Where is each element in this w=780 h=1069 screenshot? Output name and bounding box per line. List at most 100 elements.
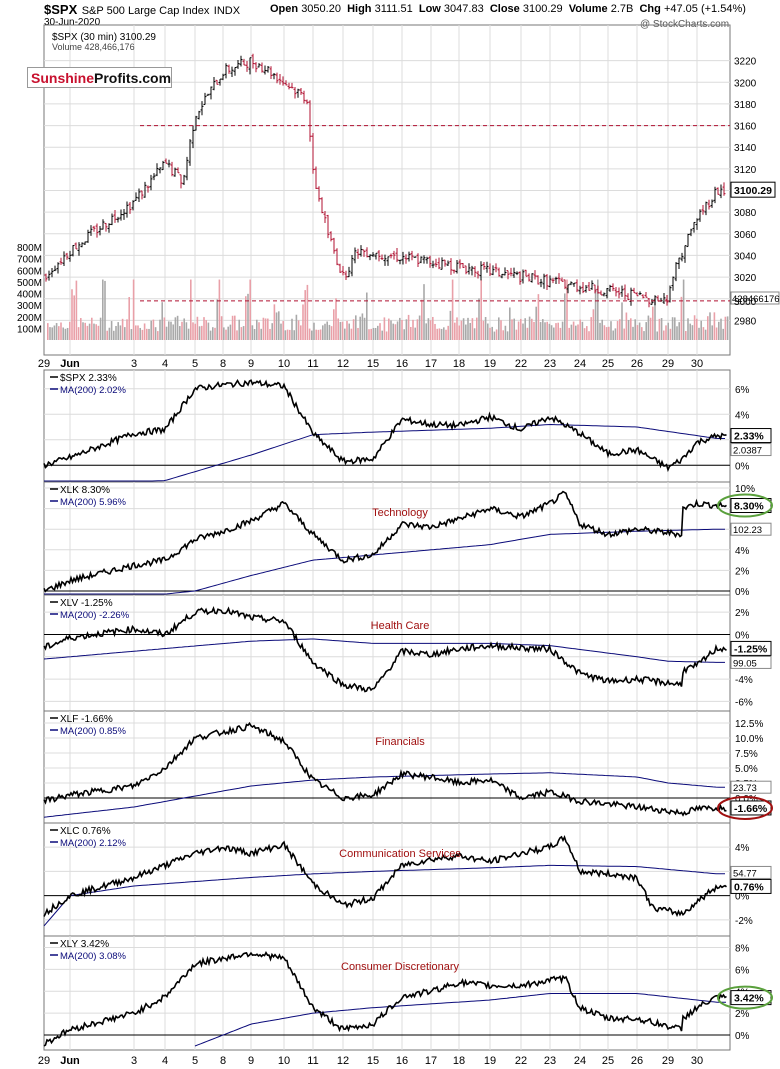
exchange: INDX bbox=[213, 5, 241, 17]
price-tick-label: 3140 bbox=[734, 143, 757, 154]
volume-bar bbox=[423, 284, 425, 340]
volume-bar bbox=[652, 306, 654, 340]
volume-bar bbox=[352, 319, 355, 340]
volume-bar bbox=[293, 330, 295, 340]
sector-annotation: Financials bbox=[375, 736, 425, 748]
volume-bar bbox=[73, 295, 75, 340]
x-tick-label-bottom: 23 bbox=[544, 1055, 556, 1067]
volume-bar bbox=[157, 331, 159, 340]
volume-bar bbox=[128, 297, 130, 340]
volume-bar bbox=[102, 279, 104, 340]
volume-bar bbox=[273, 304, 276, 340]
volume-bar bbox=[390, 320, 392, 340]
volume-bar bbox=[663, 330, 665, 340]
close-label: Close bbox=[489, 3, 520, 15]
volume-bar bbox=[209, 330, 212, 340]
volume-bar bbox=[625, 312, 628, 340]
volume-bar bbox=[91, 317, 93, 340]
volume-bar bbox=[302, 304, 304, 340]
volume-bar bbox=[526, 327, 529, 340]
volume-bar bbox=[399, 317, 401, 340]
logo-part1: Sunshine bbox=[31, 70, 95, 86]
open-value: 3050.20 bbox=[301, 3, 341, 15]
volume-bar bbox=[524, 318, 526, 340]
volume-bar bbox=[374, 327, 377, 340]
volume-bar bbox=[443, 327, 445, 340]
volume-bar bbox=[176, 315, 179, 340]
volume-bar bbox=[614, 328, 617, 340]
volume-bar bbox=[383, 317, 386, 340]
relative-performance-line bbox=[43, 834, 727, 918]
chart-date: 30-Jun-2020 bbox=[44, 17, 101, 28]
last-value-label: 8.30% bbox=[734, 501, 764, 513]
last-price-box bbox=[730, 181, 776, 198]
volume-bar bbox=[198, 326, 201, 340]
x-tick-label-top: 24 bbox=[574, 358, 586, 370]
volume-bar bbox=[280, 323, 282, 340]
sector-annotation: Consumer Discretionary bbox=[341, 961, 459, 973]
volume-bar bbox=[537, 294, 540, 340]
chg-value: +47.05 (+1.54%) bbox=[663, 3, 746, 15]
volume-bar bbox=[418, 315, 421, 340]
price-tick-label: 3220 bbox=[734, 57, 757, 68]
volume-bar bbox=[172, 324, 174, 340]
volume-bar bbox=[410, 326, 412, 340]
volume-bar bbox=[557, 322, 559, 340]
x-tick-label-top: 30 bbox=[691, 358, 703, 370]
volume-bar bbox=[225, 329, 227, 340]
volume-bar bbox=[469, 322, 471, 340]
volume-bar bbox=[372, 327, 375, 340]
volume-bar bbox=[458, 325, 460, 340]
volume-bar bbox=[355, 315, 357, 340]
volume-bar bbox=[564, 293, 566, 340]
volume-bar bbox=[258, 322, 260, 340]
x-tick-label-bottom: 24 bbox=[574, 1055, 586, 1067]
volume-bar bbox=[55, 323, 58, 340]
volume-bar bbox=[324, 323, 326, 340]
volume-bar bbox=[234, 315, 236, 340]
last-value-label: 3.42% bbox=[734, 993, 764, 1005]
x-tick-label-top: 19 bbox=[484, 358, 496, 370]
volume-bar bbox=[660, 318, 663, 340]
volume-bar bbox=[632, 326, 634, 340]
volume-bar bbox=[484, 317, 487, 340]
y-tick-label: 0.0% bbox=[735, 794, 758, 805]
x-tick-label-bottom: 29 bbox=[38, 1055, 50, 1067]
volume-bar bbox=[451, 279, 454, 340]
volume-bar bbox=[179, 326, 181, 340]
y-tick-label: 4% bbox=[735, 410, 750, 421]
volume-bar bbox=[238, 319, 240, 340]
ma-last-value-box bbox=[730, 780, 772, 794]
volume-bar bbox=[691, 325, 694, 340]
volume-bar bbox=[511, 319, 513, 340]
x-tick-label-bottom: 29 bbox=[662, 1055, 674, 1067]
series-legend: $SPX 2.33% bbox=[60, 373, 117, 384]
volume-bar bbox=[392, 323, 394, 340]
volume-bar bbox=[616, 321, 619, 340]
high-label: High bbox=[347, 3, 372, 15]
x-tick-label-top: Jun bbox=[60, 358, 80, 370]
ma200-line bbox=[44, 528, 725, 595]
volume-bar bbox=[601, 319, 603, 340]
volume-bar bbox=[346, 320, 348, 340]
series-legend: XLY 3.42% bbox=[60, 939, 109, 950]
volume-bar bbox=[685, 331, 687, 340]
volume-bar bbox=[69, 321, 71, 340]
last-value-box bbox=[730, 428, 772, 444]
volume-bar bbox=[251, 325, 254, 340]
volume-bar bbox=[432, 316, 434, 340]
volume-bar bbox=[284, 330, 287, 340]
volume-bar bbox=[726, 316, 729, 340]
price-tick-label: 3060 bbox=[734, 230, 757, 241]
volume-bar bbox=[154, 327, 157, 340]
volume-bar bbox=[141, 329, 144, 340]
volume-bar bbox=[218, 279, 221, 340]
volume-bar bbox=[264, 318, 267, 340]
x-tick-label-top: 4 bbox=[162, 358, 168, 370]
x-tick-label-bottom: 19 bbox=[484, 1055, 496, 1067]
volume-bar bbox=[53, 325, 56, 340]
volume-bar bbox=[203, 317, 205, 340]
volume-tick-label: 200M bbox=[17, 313, 42, 324]
volume-bar bbox=[51, 327, 53, 340]
volume-bar bbox=[75, 280, 78, 340]
